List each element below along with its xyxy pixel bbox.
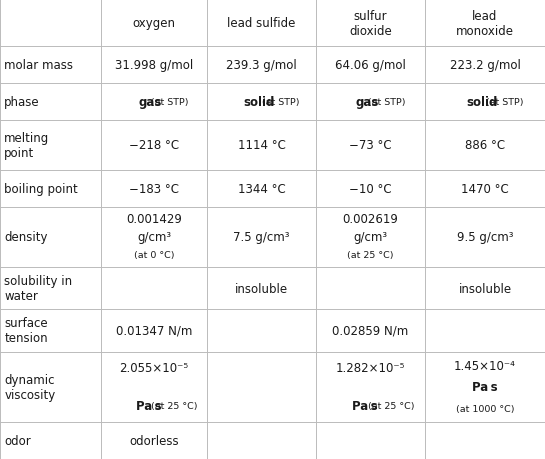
Text: −218 °C: −218 °C	[129, 139, 179, 152]
Text: sulfur
dioxide: sulfur dioxide	[349, 10, 392, 38]
Text: odor: odor	[4, 434, 31, 447]
Text: g/cm³: g/cm³	[137, 231, 171, 244]
Text: solid: solid	[467, 95, 498, 108]
Text: 0.002619: 0.002619	[343, 213, 398, 225]
Text: dynamic
viscosity: dynamic viscosity	[4, 373, 56, 401]
Text: 2.055×10⁻⁵: 2.055×10⁻⁵	[119, 362, 189, 375]
Text: density: density	[4, 231, 48, 244]
Text: (at STP): (at STP)	[261, 97, 300, 106]
Text: gas: gas	[139, 95, 162, 108]
Text: 1470 °C: 1470 °C	[461, 182, 509, 195]
Text: solubility in
water: solubility in water	[4, 274, 72, 302]
Text: (at STP): (at STP)	[149, 97, 189, 106]
Text: oxygen: oxygen	[132, 17, 175, 30]
Text: 223.2 g/mol: 223.2 g/mol	[450, 59, 520, 72]
Text: insoluble: insoluble	[458, 282, 512, 295]
Text: solid: solid	[243, 95, 274, 108]
Text: (at STP): (at STP)	[366, 97, 405, 106]
Text: (at 25 °C): (at 25 °C)	[347, 251, 394, 260]
Text: −10 °C: −10 °C	[349, 182, 392, 195]
Text: 0.01347 N/m: 0.01347 N/m	[116, 324, 192, 337]
Text: Pa s: Pa s	[136, 400, 161, 413]
Text: lead sulfide: lead sulfide	[227, 17, 296, 30]
Text: gas: gas	[355, 95, 379, 108]
Text: 1344 °C: 1344 °C	[238, 182, 286, 195]
Text: 0.001429: 0.001429	[126, 213, 182, 225]
Text: 1114 °C: 1114 °C	[238, 139, 286, 152]
Text: 239.3 g/mol: 239.3 g/mol	[226, 59, 297, 72]
Text: (at 25 °C): (at 25 °C)	[365, 402, 415, 411]
Text: boiling point: boiling point	[4, 182, 78, 195]
Text: molar mass: molar mass	[4, 59, 74, 72]
Text: odorless: odorless	[129, 434, 179, 447]
Text: 1.45×10⁻⁴: 1.45×10⁻⁴	[454, 359, 516, 372]
Text: (at STP): (at STP)	[484, 97, 523, 106]
Text: Pa s: Pa s	[352, 400, 378, 413]
Text: 7.5 g/cm³: 7.5 g/cm³	[233, 231, 290, 244]
Text: surface
tension: surface tension	[4, 317, 48, 345]
Text: melting
point: melting point	[4, 131, 50, 159]
Text: −183 °C: −183 °C	[129, 182, 179, 195]
Text: 0.02859 N/m: 0.02859 N/m	[332, 324, 409, 337]
Text: (at 25 °C): (at 25 °C)	[148, 402, 198, 411]
Text: (at 1000 °C): (at 1000 °C)	[456, 404, 514, 413]
Text: −73 °C: −73 °C	[349, 139, 392, 152]
Text: 1.282×10⁻⁵: 1.282×10⁻⁵	[336, 362, 405, 375]
Text: Pa s: Pa s	[472, 381, 498, 393]
Text: phase: phase	[4, 95, 40, 108]
Text: 9.5 g/cm³: 9.5 g/cm³	[457, 231, 513, 244]
Text: 31.998 g/mol: 31.998 g/mol	[115, 59, 193, 72]
Text: (at 0 °C): (at 0 °C)	[134, 251, 174, 260]
Text: insoluble: insoluble	[235, 282, 288, 295]
Text: g/cm³: g/cm³	[354, 231, 387, 244]
Text: 886 °C: 886 °C	[465, 139, 505, 152]
Text: 64.06 g/mol: 64.06 g/mol	[335, 59, 406, 72]
Text: lead
monoxide: lead monoxide	[456, 10, 514, 38]
